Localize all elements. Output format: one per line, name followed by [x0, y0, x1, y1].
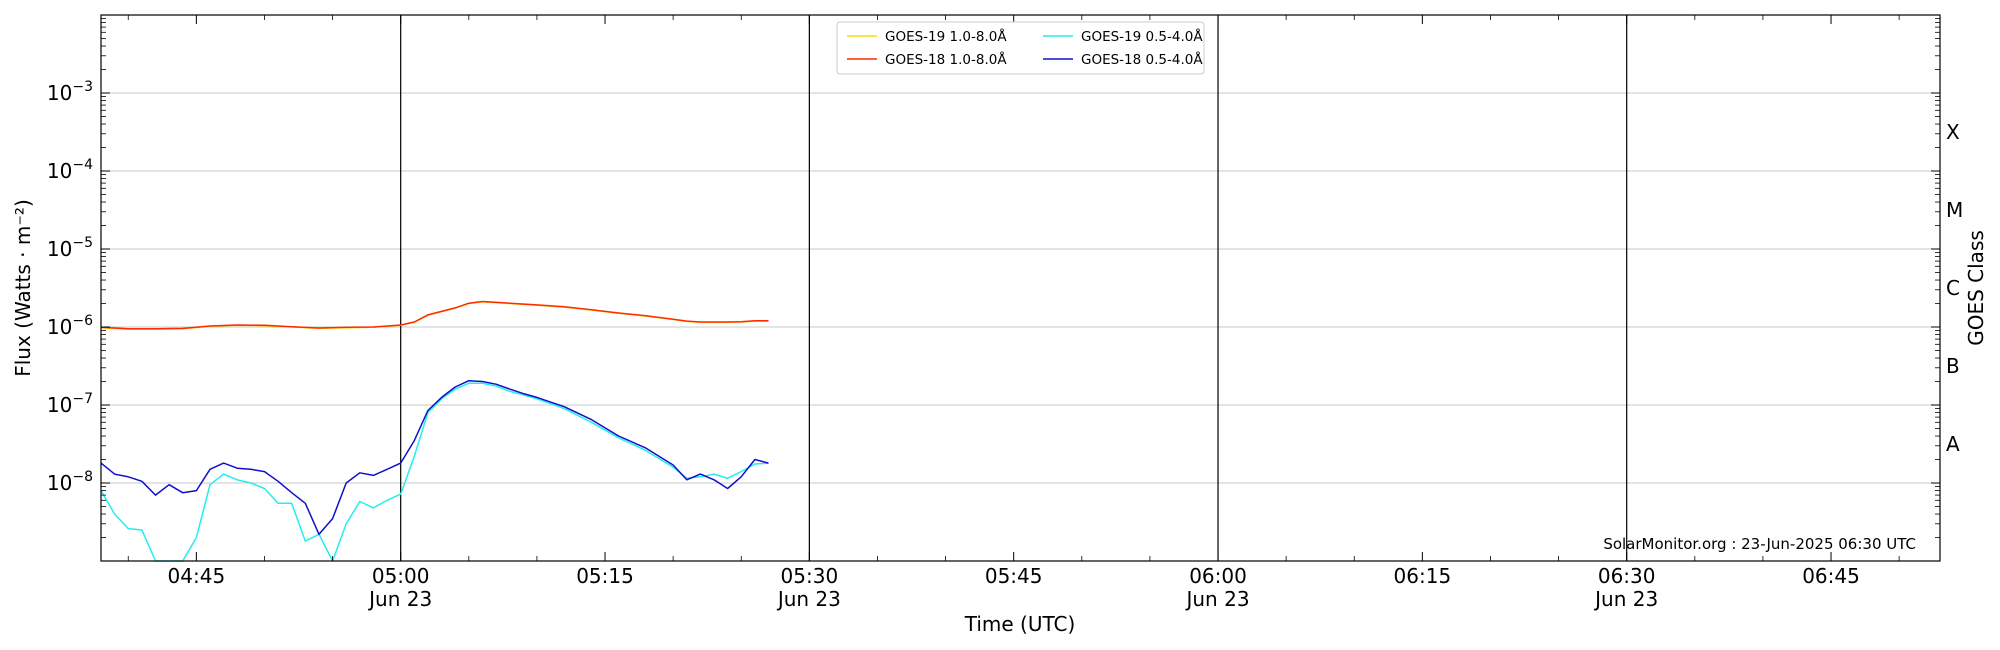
x-axis-title: Time (UTC) [964, 612, 1076, 636]
plot-frame [100, 14, 1941, 562]
y-tick-base: 10 [47, 81, 72, 105]
y-tick-exponent: −3 [72, 79, 93, 95]
right-axis-title: GOES Class [1964, 230, 1988, 346]
x-tick-date-label: Jun 23 [1184, 587, 1249, 611]
x-tick-label: 05:45 [985, 564, 1043, 588]
y-axis-title-text: Flux (Watts · m⁻²) [11, 199, 35, 377]
y-axis-title: Flux (Watts · m⁻²) [11, 199, 35, 377]
series-line-3 [100, 379, 769, 536]
credit-text: SolarMonitor.org : 23-Jun-2025 06:30 UTC [1603, 535, 1916, 553]
y-tick-base: 10 [47, 315, 72, 339]
legend-box [836, 21, 1205, 75]
x-tick-date-label: Jun 23 [776, 587, 841, 611]
x-tick-label: 06:00 [1189, 564, 1247, 588]
y-tick-base: 10 [47, 159, 72, 183]
legend-label-3: GOES-18 0.5-4.0Å [1081, 51, 1203, 68]
grid-lines [101, 92, 1940, 484]
series-lines [100, 300, 769, 562]
y-tick-base: 10 [47, 237, 72, 261]
y-tick-label: 10−5 [47, 235, 93, 261]
y-tick-label: 10−7 [47, 391, 93, 417]
x-tick-label: 05:00 [372, 564, 430, 588]
series-line-1 [100, 300, 769, 330]
goes-class-x: X [1946, 120, 1960, 144]
legend-label-2: GOES-19 0.5-4.0Å [1081, 28, 1203, 45]
y-tick-label: 10−4 [47, 157, 93, 183]
y-tick-exponent: −4 [72, 157, 93, 173]
goes-class-c: C [1946, 276, 1960, 300]
x-tick-label: 06:30 [1598, 564, 1656, 588]
day-separator-lines [400, 15, 1628, 561]
legend-label-0: GOES-19 1.0-8.0Å [885, 28, 1007, 45]
y-axis-ticks: 10−810−710−610−510−410−3 [47, 18, 1940, 538]
x-tick-label: 05:30 [781, 564, 839, 588]
x-tick-label: 06:45 [1802, 564, 1860, 588]
legend-label-1: GOES-18 1.0-8.0Å [885, 51, 1007, 68]
x-tick-date-label: Jun 23 [367, 587, 432, 611]
y-tick-exponent: −7 [72, 391, 93, 407]
legend-entries: GOES-19 1.0-8.0Å GOES-19 0.5-4.0Å GOES-18 … [847, 28, 1203, 68]
x-tick-label: 05:15 [576, 564, 634, 588]
x-tick-label: 04:45 [168, 564, 226, 588]
y-tick-exponent: −8 [72, 469, 93, 485]
goes-class-labels: A B C M X [1946, 120, 1963, 456]
goes-class-a: A [1946, 432, 1960, 456]
y-tick-exponent: −5 [72, 235, 93, 251]
y-tick-base: 10 [47, 393, 72, 417]
series-line-2 [100, 382, 769, 562]
goes-class-m: M [1946, 198, 1963, 222]
y-tick-label: 10−6 [47, 313, 93, 339]
x-tick-label: 06:15 [1394, 564, 1452, 588]
legend: GOES-19 1.0-8.0Å GOES-19 0.5-4.0Å GOES-18 … [836, 21, 1205, 75]
y-tick-base: 10 [47, 471, 72, 495]
y-tick-label: 10−3 [47, 79, 93, 105]
y-tick-label: 10−8 [47, 469, 93, 495]
goes-class-b: B [1946, 354, 1960, 378]
y-tick-exponent: −6 [72, 313, 93, 329]
x-tick-date-label: Jun 23 [1593, 587, 1658, 611]
